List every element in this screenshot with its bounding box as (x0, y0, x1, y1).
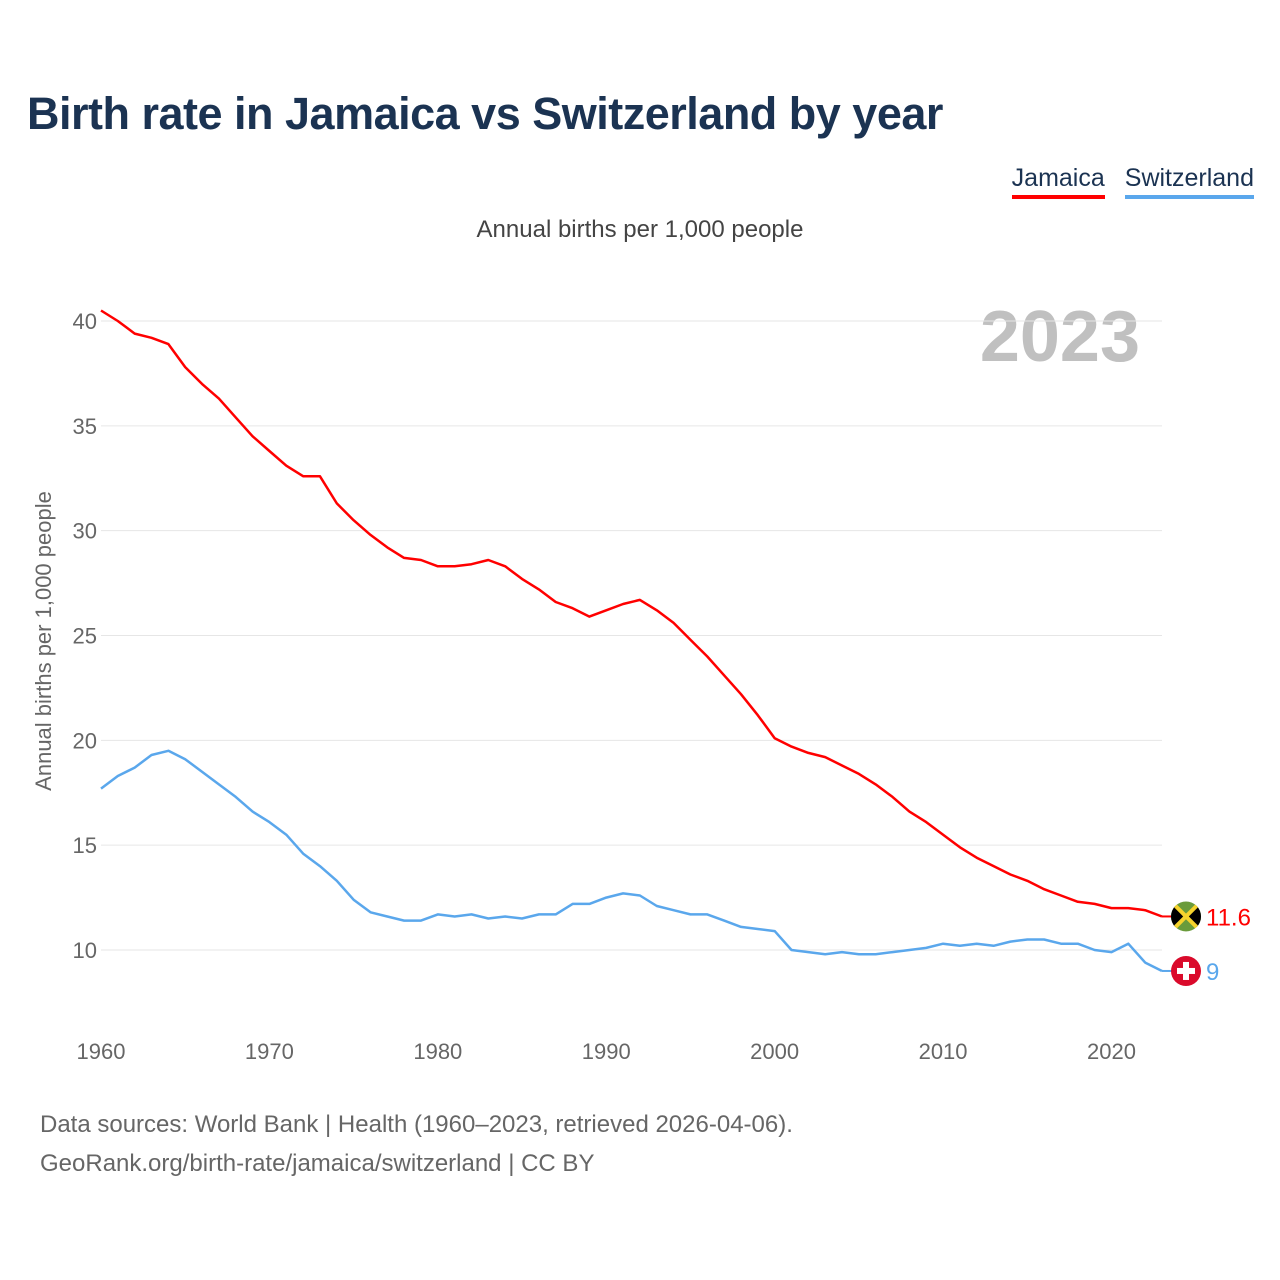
jamaica-flag-icon (1162, 901, 1201, 932)
end-value-label: 9 (1206, 959, 1219, 986)
x-tick-label: 1990 (582, 1039, 631, 1064)
y-tick-label: 10 (73, 938, 97, 963)
year-badge: 2023 (980, 297, 1140, 377)
footer: Data sources: World Bank | Health (1960–… (40, 1105, 793, 1183)
x-tick-label: 1980 (413, 1039, 462, 1064)
x-tick-label: 1970 (245, 1039, 294, 1064)
y-tick-label: 35 (73, 414, 97, 439)
chart-title: Birth rate in Jamaica vs Switzerland by … (27, 88, 943, 139)
y-tick-label: 20 (73, 728, 97, 753)
x-tick-label: 2010 (919, 1039, 968, 1064)
x-tick-label: 1960 (77, 1039, 126, 1064)
footer-sources: Data sources: World Bank | Health (1960–… (40, 1111, 793, 1138)
y-tick-label: 40 (73, 309, 97, 334)
legend: Jamaica Switzerland (1011, 164, 1254, 199)
chart-subtitle: Annual births per 1,000 people (476, 216, 804, 243)
series-line-switzerland (100, 749, 1163, 973)
x-tick-label: 2000 (750, 1039, 799, 1064)
x-tick-label: 2020 (1087, 1039, 1136, 1064)
y-tick-label: 25 (73, 624, 97, 649)
legend-jamaica[interactable]: Jamaica (1011, 164, 1105, 199)
y-tick-label: 15 (73, 833, 97, 858)
end-value-label: 11.6 (1206, 904, 1251, 931)
series-line-jamaica (100, 309, 1163, 918)
legend-switzerland[interactable]: Switzerland (1124, 164, 1254, 199)
y-axis-label: Annual births per 1,000 people (31, 491, 56, 791)
footer-link[interactable]: GeoRank.org/birth-rate/jamaica/switzerla… (40, 1150, 595, 1177)
switzerland-flag-icon (1162, 955, 1201, 986)
y-tick-label: 30 (73, 519, 97, 544)
